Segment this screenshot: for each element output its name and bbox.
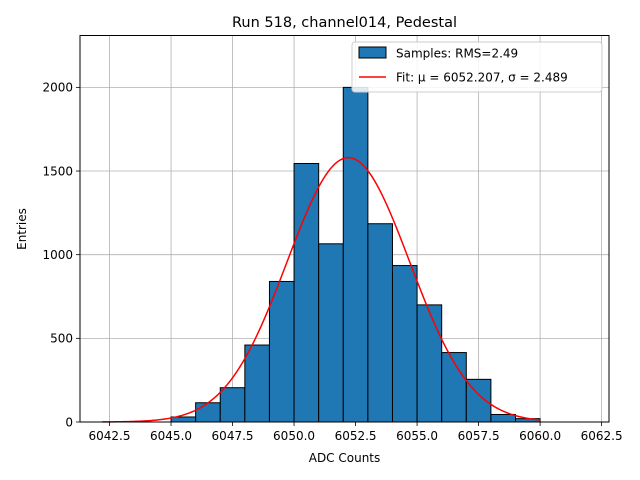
legend: Samples: RMS=2.49 Fit: μ = 6052.207, σ =…	[351, 41, 603, 93]
y-axis-label: Entries	[15, 208, 29, 250]
y-tick-label: 2000	[42, 81, 73, 95]
y-tick-label: 500	[50, 332, 73, 346]
x-tick-label: 6062.5	[581, 429, 623, 443]
x-axis: 6042.5 6045.0 6047.5 6050.0 6052.5 6055.0 6057…	[89, 422, 623, 443]
histogram-bar	[219, 387, 246, 423]
legend-label-fit: Fit: μ = 6052.207, σ = 2.489	[396, 71, 568, 85]
y-axis: 0 500 1000 1500 2000	[42, 81, 80, 429]
histogram-bar	[490, 413, 517, 423]
y-tick-label: 1000	[42, 248, 73, 262]
x-tick-label: 6047.5	[212, 429, 254, 443]
histogram-bar	[293, 162, 320, 423]
y-tick-label: 0	[65, 415, 73, 429]
x-tick-label: 6052.5	[335, 429, 377, 443]
legend-label-samples: Samples: RMS=2.49	[396, 47, 518, 61]
fit-curve	[102, 156, 541, 423]
histogram-bar	[367, 223, 393, 423]
legend-box	[351, 41, 603, 93]
histogram-bar	[318, 243, 344, 423]
x-tick-label: 6060.0	[519, 429, 561, 443]
histogram-bar	[416, 304, 443, 423]
histogram-bar	[342, 86, 369, 423]
histogram-bar	[268, 280, 295, 423]
y-tick-label: 1500	[42, 164, 73, 178]
chart-title: Run 518, channel014, Pedestal	[232, 15, 457, 31]
x-tick-label: 6042.5	[89, 429, 131, 443]
histogram-bar	[391, 265, 418, 423]
histogram-bar	[244, 344, 270, 423]
histogram-bar	[195, 402, 221, 423]
x-axis-label: ADC Counts	[309, 451, 381, 465]
x-tick-label: 6050.0	[273, 429, 315, 443]
plot-frame	[79, 35, 610, 423]
x-tick-label: 6057.5	[458, 429, 500, 443]
x-tick-label: 6045.0	[150, 429, 192, 443]
x-tick-label: 6055.0	[396, 429, 438, 443]
legend-bar-swatch	[358, 46, 387, 59]
